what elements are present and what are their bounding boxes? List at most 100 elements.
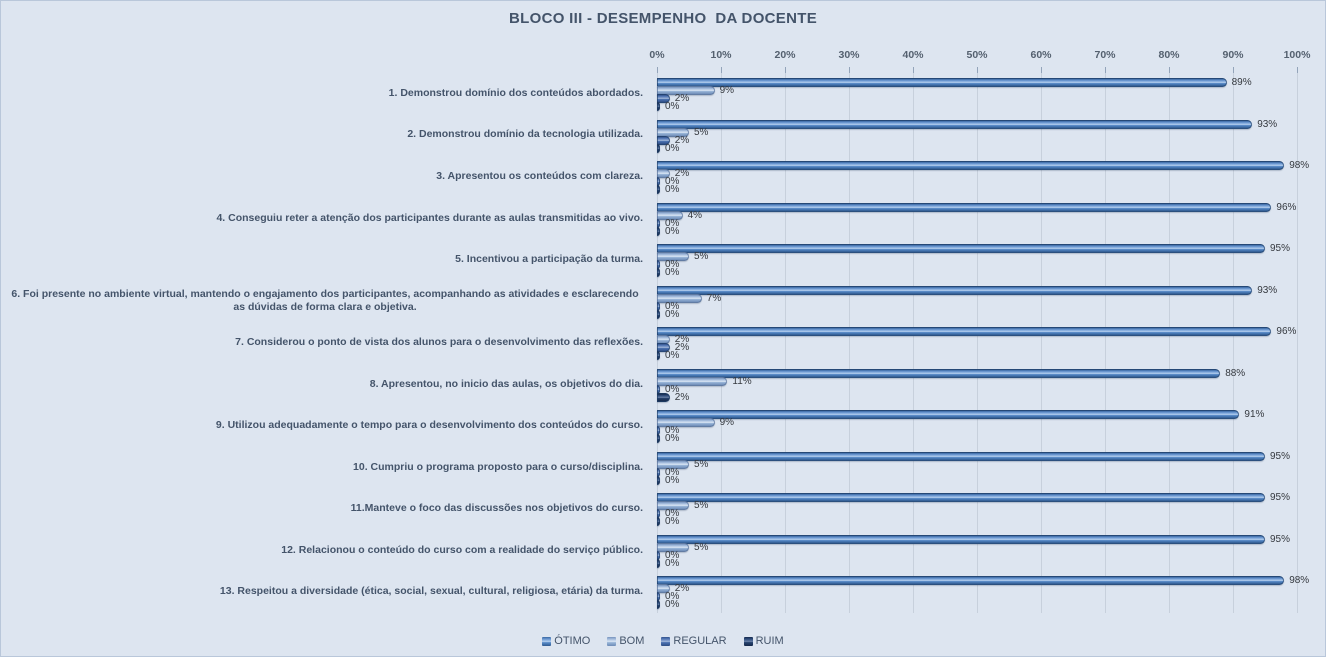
category-label: 5. Incentivou a participação da turma. xyxy=(1,239,653,281)
legend-label-otimo: ÓTIMO xyxy=(554,635,591,647)
value-label: 0% xyxy=(665,300,680,312)
category-label-text: 5. Incentivou a participação da turma. xyxy=(455,253,643,266)
x-axis-label: 80% xyxy=(1158,49,1180,61)
bar-bom xyxy=(657,86,715,95)
category-label-text: 12. Relacionou o conteúdo do curso com a… xyxy=(281,543,643,556)
value-label: 95% xyxy=(1270,533,1291,545)
category-label-text: 13. Respeitou a diversidade (ética, soci… xyxy=(219,585,643,598)
value-label: 0% xyxy=(665,516,680,528)
x-axis-label: 60% xyxy=(1030,49,1052,61)
axis-tick xyxy=(1041,67,1042,73)
category-label-text: 11.Manteve o foco das discussões nos obj… xyxy=(350,502,643,515)
legend-item-ruim: RUIM xyxy=(743,635,784,647)
value-label: 0% xyxy=(665,466,680,478)
category-label: 12. Relacionou o conteúdo do curso com a… xyxy=(1,530,653,572)
value-label: 0% xyxy=(665,142,680,154)
legend-item-regular: REGULAR xyxy=(661,635,727,647)
legend-label-bom: BOM xyxy=(619,635,645,647)
bar-ruim xyxy=(657,392,670,402)
bar-regular xyxy=(657,135,670,145)
value-label: 4% xyxy=(687,209,703,221)
value-label: 5% xyxy=(694,251,709,263)
legend-item-bom: BOM xyxy=(607,635,644,647)
category-label-text: 8. Apresentou, no inicio das aulas, os o… xyxy=(369,377,643,390)
bar-ruim xyxy=(657,351,660,361)
legend-swatch-ruim-icon xyxy=(743,636,753,646)
legend-swatch-otimo-icon xyxy=(542,636,552,646)
gridline xyxy=(785,73,786,613)
bar-bom xyxy=(657,376,728,386)
gridline xyxy=(1233,73,1234,613)
value-label: 0% xyxy=(665,259,680,271)
value-label: 2% xyxy=(674,168,690,180)
category-label: 10. Cumpriu o programa proposto para o c… xyxy=(1,447,653,489)
category-label-text: 2. Demonstrou domínio da tecnologia util… xyxy=(407,128,643,141)
value-label: 0% xyxy=(665,557,680,569)
value-label: 0% xyxy=(665,599,680,611)
bar-bom xyxy=(657,169,670,179)
bar-regular xyxy=(657,94,670,103)
category-label-text: 6. Foi presente no ambiente virtual, man… xyxy=(11,287,639,314)
bar-ruim xyxy=(657,309,660,319)
category-label-text: 1. Demonstrou domínio dos conteúdos abor… xyxy=(388,86,643,99)
bar-ruim xyxy=(657,600,660,610)
value-label: 5% xyxy=(694,500,709,512)
value-label: 89% xyxy=(1231,77,1252,88)
value-label: 0% xyxy=(665,350,680,362)
value-label: 7% xyxy=(706,292,722,304)
bar-ótimo xyxy=(657,576,1285,586)
legend-label-ruim: RUIM xyxy=(755,635,784,647)
category-label-text: 3. Apresentou os conteúdos com clareza. xyxy=(436,170,643,182)
value-label: 0% xyxy=(665,267,680,279)
category-label-text: 4. Conseguiu reter a atenção dos partici… xyxy=(216,211,643,224)
value-label: 2% xyxy=(674,391,690,403)
bar-bom xyxy=(657,293,702,303)
bar-bom xyxy=(657,459,689,469)
value-label: 9% xyxy=(719,417,735,429)
bar-ótimo xyxy=(657,534,1265,544)
value-label: 91% xyxy=(1244,409,1265,421)
bar-bom xyxy=(657,210,683,220)
value-label: 93% xyxy=(1257,118,1278,130)
category-label-text: 7. Considerou o ponto de vista dos aluno… xyxy=(235,336,643,349)
x-axis-label: 100% xyxy=(1283,49,1311,61)
x-axis-label: 50% xyxy=(966,49,988,61)
value-label: 95% xyxy=(1270,450,1291,462)
x-axis-label: 10% xyxy=(710,49,732,61)
value-label: 96% xyxy=(1276,326,1297,338)
value-label: 11% xyxy=(732,375,752,387)
value-label: 0% xyxy=(665,549,680,561)
value-label: 0% xyxy=(665,433,680,445)
x-axis-label: 0% xyxy=(649,49,665,61)
bar-ótimo xyxy=(657,368,1221,378)
axis-tick xyxy=(721,67,722,73)
bar-ruim xyxy=(657,143,660,153)
x-axis-label: 70% xyxy=(1094,49,1116,61)
value-label: 0% xyxy=(665,383,680,395)
axis-tick xyxy=(657,67,658,73)
bar-bom xyxy=(657,501,689,511)
value-label: 5% xyxy=(694,458,709,470)
value-label: 95% xyxy=(1270,492,1291,504)
bar-ruim xyxy=(657,185,660,195)
x-axis-label: 30% xyxy=(838,49,860,61)
category-label: 3. Apresentou os conteúdos com clareza. xyxy=(1,156,653,198)
category-label: 13. Respeitou a diversidade (ética, soci… xyxy=(1,571,653,613)
bar-ótimo xyxy=(657,327,1272,337)
gridline xyxy=(849,73,850,613)
axis-tick xyxy=(1169,67,1170,73)
value-label: 2% xyxy=(674,583,690,595)
gridline xyxy=(977,73,978,613)
value-label: 0% xyxy=(665,308,680,320)
bar-bom xyxy=(657,418,715,428)
chart-title: BLOCO III - DESEMPENHO DA DOCENTE xyxy=(509,10,817,27)
value-label: 5% xyxy=(694,541,709,553)
legend-swatch-regular-icon xyxy=(661,636,671,646)
gridline xyxy=(721,73,722,613)
axis-tick xyxy=(849,67,850,73)
value-label: 9% xyxy=(719,85,735,96)
x-axis-label: 20% xyxy=(774,49,796,61)
bar-ruim xyxy=(657,475,660,485)
category-label: 1. Demonstrou domínio dos conteúdos abor… xyxy=(1,73,653,115)
